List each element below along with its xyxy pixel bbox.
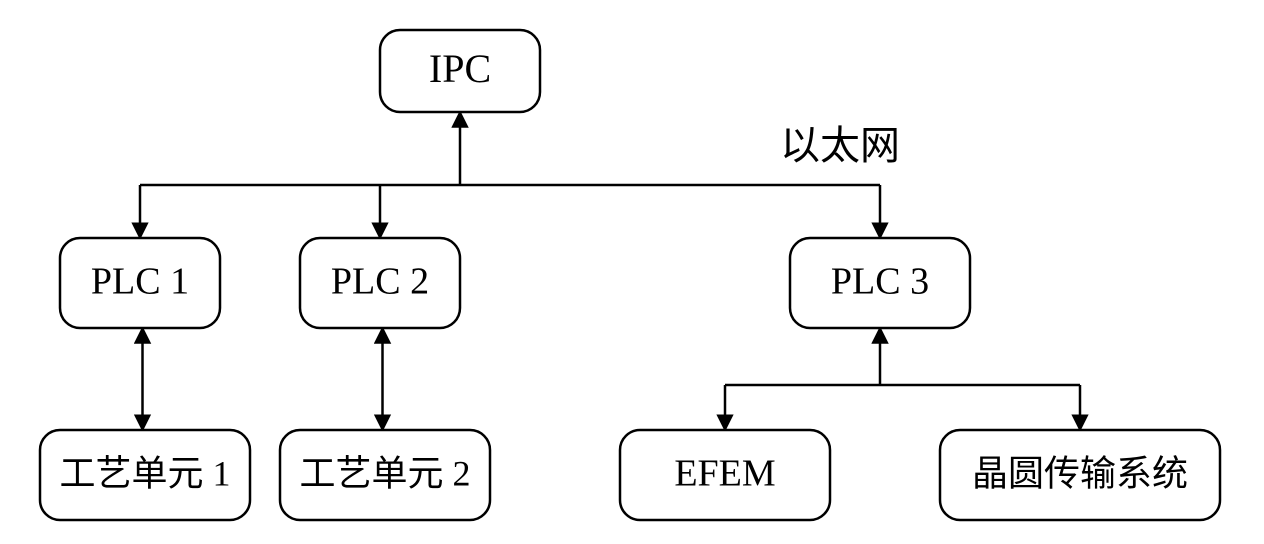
node-label-plc1: PLC 1 [91, 261, 189, 303]
nodes-layer: IPC PLC 1 PLC 2 PLC 3 工艺单元 1 工艺单元 2 EFEM 晶圆传输系统 [40, 30, 1220, 520]
node-label-wafer: 晶圆传输系统 [972, 453, 1188, 493]
labels-layer: 以太网 [780, 123, 900, 168]
node-label-efem: EFEM [674, 453, 775, 495]
bus-label: 以太网 [780, 123, 900, 168]
node-label-unit1: 工艺单元 1 [59, 453, 230, 493]
node-label-unit2: 工艺单元 2 [299, 453, 470, 493]
node-label-plc3: PLC 3 [831, 261, 929, 303]
node-label-plc2: PLC 2 [331, 261, 429, 303]
node-label-ipc: IPC [429, 46, 491, 91]
